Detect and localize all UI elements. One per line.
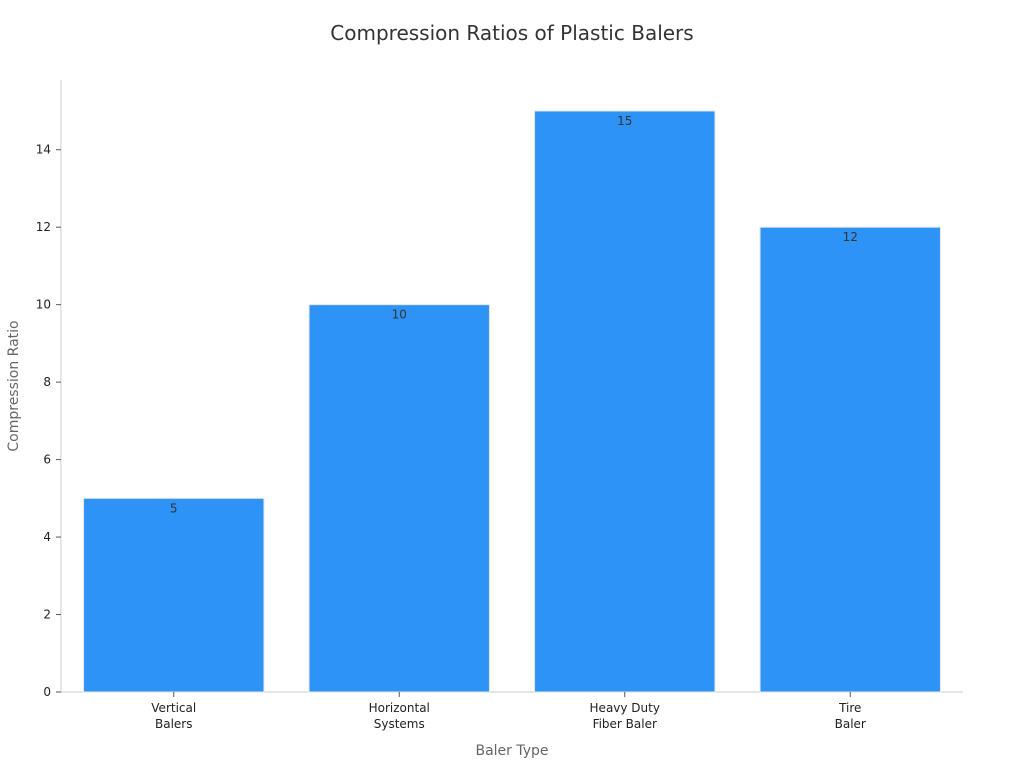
x-tick-label: Horizontal — [369, 701, 430, 715]
y-tick-label: 14 — [36, 143, 51, 157]
bar — [534, 110, 716, 693]
bar-value-label: 5 — [170, 501, 178, 515]
x-tick-label: Tire — [838, 701, 861, 715]
y-tick-label: 8 — [43, 375, 51, 389]
y-axis-label: Compression Ratio — [6, 320, 22, 451]
x-tick-label: Systems — [374, 717, 425, 731]
chart-title: Compression Ratios of Plastic Balers — [330, 21, 693, 45]
plot-area: 0 2 4 6 8 10 12 14 5 Vertical Balers 10 Horizontal Sy… — [36, 80, 963, 731]
bar-value-label: 10 — [392, 308, 407, 322]
x-tick-label: Balers — [155, 717, 193, 731]
y-tick-label: 2 — [43, 608, 51, 622]
bar-value-label: 12 — [843, 230, 858, 244]
bar-value-label: 15 — [617, 114, 632, 128]
bar — [83, 497, 265, 693]
x-tick-label: Baler — [835, 717, 866, 731]
y-tick-label: 10 — [36, 298, 51, 312]
y-tick-label: 0 — [43, 685, 51, 699]
x-tick-label: Vertical — [151, 701, 196, 715]
x-tick-label: Heavy Duty — [590, 701, 660, 715]
x-tick-label: Fiber Baler — [593, 717, 657, 731]
bar — [308, 304, 490, 693]
y-tick-label: 12 — [36, 220, 51, 234]
y-tick-label: 4 — [43, 530, 51, 544]
y-tick-label: 6 — [43, 453, 51, 467]
bar — [759, 226, 941, 693]
x-axis-label: Baler Type — [475, 743, 548, 759]
